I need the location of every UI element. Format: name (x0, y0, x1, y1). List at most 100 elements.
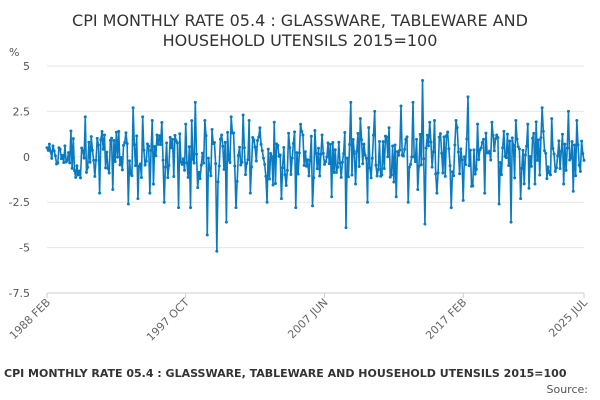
data-point-83 (144, 159, 148, 163)
data-point-365 (482, 137, 486, 141)
data-point-133 (204, 134, 208, 138)
data-point-91 (154, 154, 158, 158)
data-point-392 (514, 118, 518, 122)
data-point-402 (526, 122, 530, 126)
data-point-31 (82, 156, 86, 160)
data-point-218 (306, 158, 310, 162)
data-point-249 (343, 131, 347, 135)
data-point-62 (119, 156, 123, 160)
data-point-99 (163, 165, 167, 169)
data-point-117 (185, 161, 189, 165)
data-point-93 (156, 142, 160, 146)
data-point-126 (196, 186, 200, 190)
data-point-115 (183, 168, 187, 172)
x-tick-label-0: 1988 FEB (7, 296, 53, 342)
data-point-50 (105, 150, 109, 154)
data-point-427 (556, 154, 560, 158)
data-point-241 (333, 148, 337, 152)
data-point-82 (143, 163, 147, 167)
data-point-195 (278, 153, 282, 157)
data-point-129 (199, 163, 203, 167)
data-point-45 (99, 138, 103, 142)
data-point-102 (167, 163, 171, 167)
data-point-17 (65, 158, 69, 162)
data-point-96 (160, 120, 164, 124)
data-point-4 (50, 156, 54, 160)
data-point-157 (233, 164, 237, 168)
data-point-156 (232, 131, 236, 135)
data-point-178 (258, 126, 262, 130)
data-point-314 (421, 79, 425, 83)
data-point-136 (208, 167, 212, 171)
data-point-35 (87, 140, 91, 144)
data-point-193 (276, 143, 280, 147)
x-tick-label-2: 2007 JUN (285, 296, 330, 341)
data-point-293 (395, 150, 399, 154)
data-point-183 (264, 174, 268, 178)
data-point-205 (290, 156, 294, 160)
data-point-274 (373, 109, 377, 113)
data-point-307 (412, 155, 416, 159)
data-point-204 (289, 173, 293, 176)
data-point-227 (316, 146, 320, 150)
data-point-248 (342, 152, 346, 156)
data-point-3 (49, 149, 53, 153)
data-point-394 (516, 145, 520, 149)
data-point-240 (332, 170, 336, 174)
data-point-328 (437, 135, 441, 139)
data-point-13 (61, 153, 65, 157)
data-point-429 (558, 166, 562, 170)
y-tick-label-4: -5 (19, 242, 30, 255)
data-point-138 (210, 128, 214, 132)
data-point-372 (490, 120, 494, 124)
data-point-179 (259, 142, 263, 146)
data-point-92 (155, 133, 159, 137)
data-point-376 (495, 133, 499, 137)
data-point-287 (388, 175, 392, 179)
data-point-106 (172, 174, 176, 178)
data-point-268 (366, 200, 370, 204)
data-point-430 (559, 149, 563, 153)
data-point-399 (522, 182, 526, 186)
data-point-230 (320, 133, 324, 137)
data-point-55 (111, 187, 115, 191)
y-tick-label-1: 2.5 (13, 105, 31, 118)
data-point-387 (508, 139, 512, 143)
data-point-423 (551, 146, 555, 150)
data-point-175 (254, 159, 258, 163)
data-point-253 (348, 142, 352, 146)
data-point-296 (399, 104, 403, 108)
data-point-337 (448, 164, 452, 168)
data-point-180 (260, 149, 264, 153)
data-point-350 (464, 162, 468, 166)
data-point-23 (73, 169, 77, 173)
data-point-170 (248, 191, 252, 195)
data-point-418 (545, 177, 549, 181)
data-point-77 (137, 164, 141, 168)
data-point-114 (181, 157, 185, 161)
data-point-330 (440, 151, 444, 155)
data-point-325 (434, 172, 438, 176)
data-point-361 (477, 157, 481, 161)
data-point-266 (363, 153, 367, 157)
data-point-103 (168, 135, 172, 139)
y-tick-label-0: 5 (23, 60, 30, 73)
data-point-309 (415, 137, 419, 141)
data-point-78 (138, 162, 142, 166)
data-point-112 (179, 160, 183, 164)
data-point-238 (330, 195, 334, 199)
data-point-41 (94, 158, 98, 162)
data-point-142 (215, 249, 219, 253)
data-point-87 (149, 148, 153, 152)
data-point-324 (433, 118, 436, 122)
data-point-100 (165, 141, 169, 145)
data-point-332 (442, 135, 446, 139)
data-point-448 (581, 152, 585, 156)
data-point-165 (242, 146, 246, 150)
data-point-89 (151, 182, 155, 186)
data-point-405 (529, 164, 533, 168)
data-point-2 (47, 142, 51, 146)
data-point-107 (173, 133, 177, 137)
data-point-329 (438, 132, 442, 136)
chart-title-line2: HOUSEHOLD UTENSILS 2015=100 (163, 31, 438, 50)
